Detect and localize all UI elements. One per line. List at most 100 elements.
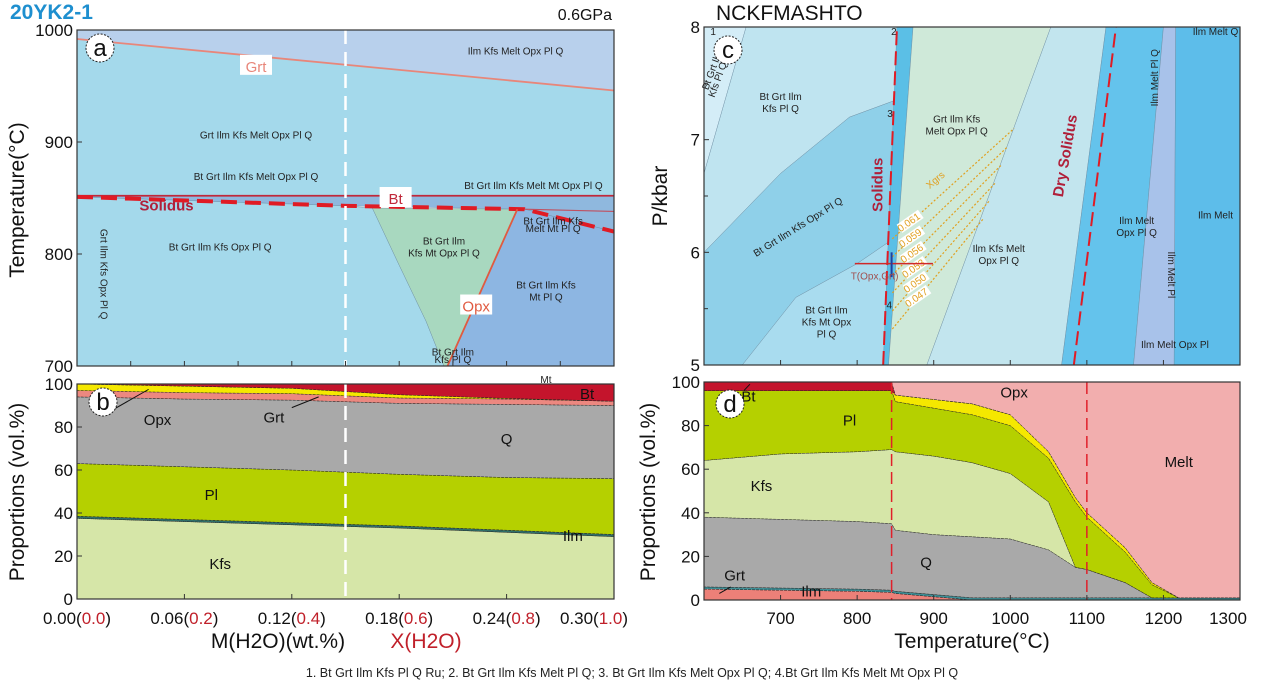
y-axis-b-tick-label: 100 <box>45 375 73 394</box>
x-tick-label-d: 1200 <box>1145 609 1183 628</box>
isopleth-label-bg <box>899 240 927 264</box>
y-axis-a-tick-label: 1000 <box>35 21 73 40</box>
field-label-line: Ilm Melt Pl Q <box>1150 49 1161 106</box>
y-axis-d-tick-label: 80 <box>681 417 700 436</box>
field-label-line: Kfs Pl Q <box>762 104 799 115</box>
x-tick-paren: ) <box>105 609 111 628</box>
field-label-line: Opx <box>462 299 490 316</box>
field-number-2: 2 <box>891 27 897 38</box>
field-label-line: Ilm Kfs Melt Opx Pl Q <box>468 47 564 58</box>
field-label-line: Pl Q <box>817 330 837 341</box>
leader-grt <box>291 396 319 409</box>
field-label-a: Grt Ilm Kfs Melt Opx Pl Q <box>200 131 312 142</box>
series-label-bt: Bt <box>741 389 756 406</box>
x-tick-m-value: 0.06( <box>150 609 189 628</box>
series-label-q: Q <box>501 431 513 448</box>
isopleth-xgrs <box>891 145 1009 258</box>
y-axis-c-tick-label: 5 <box>691 356 700 375</box>
y-axis-d-tick-label: 0 <box>691 591 700 610</box>
field-label-c: Ilm Melt Opx Pl Q <box>1116 216 1157 239</box>
y-axis-b-tick-label: 20 <box>54 547 73 566</box>
x-tick-x-value: 0.4 <box>297 609 321 628</box>
x-tick-label-b: 0.18(0.6) <box>365 609 433 628</box>
isopleth-label-bg <box>896 209 924 233</box>
series-label-kfs: Kfs <box>751 478 773 495</box>
x-tick-label-b: 0.30(1.0) <box>560 609 628 628</box>
panel-d: 0 20 40 60 80 100 700 800 900 1000 1100 1200 1300 Grt… <box>672 373 1247 628</box>
line-label-grt: Grt <box>246 59 268 76</box>
field-label-a: Bt Grt Ilm Kfs Melt Mt Pl Q <box>523 217 582 235</box>
field-label-line: Bt Grt Ilm <box>423 237 465 248</box>
footnote: 1. Bt Grt Ilm Kfs Pl Q Ru; 2. Bt Grt Ilm… <box>306 666 958 680</box>
y-axis-c-tick-label: 6 <box>691 243 700 262</box>
estimate-label: T(Opx,Grt) <box>851 272 899 283</box>
field-label-line: Opx <box>1000 384 1028 401</box>
field-label-line: 2 <box>891 27 897 38</box>
field-label-a: Bt Grt Ilm Kfs Melt Opx Pl Q <box>194 172 319 183</box>
field-label-line: Kfs Pl Q <box>435 355 472 366</box>
field-label-line: Solidus <box>139 197 193 214</box>
panel-letter-d-circle <box>715 389 745 419</box>
panel-letter-b-circle <box>88 387 118 417</box>
x-tick-label-b: 0.12(0.4) <box>258 609 326 628</box>
series-label-pl: Pl <box>205 487 218 504</box>
boundary-dry-solidus <box>1072 26 1117 366</box>
field-label-a: Bt Grt Ilm Kfs Opx Pl Q <box>169 243 272 254</box>
field-label-line: Bt Grt Ilm <box>759 92 801 103</box>
field-label-line: Grt <box>263 410 285 427</box>
field-label-line: Melt <box>1165 454 1194 471</box>
line-label-bg <box>240 54 272 75</box>
field-label-line: Kfs Mt Opx <box>802 318 851 329</box>
x-tick-x-value: 0.8 <box>511 609 535 628</box>
y-axis-b-tick-label: 60 <box>54 461 73 480</box>
series-label-ilm: Ilm <box>563 528 583 545</box>
y-axis-title-b: Proportions (vol.%) <box>6 403 29 582</box>
field-label-line: Opx Pl Q <box>979 256 1020 267</box>
isopleth-xgrs <box>891 127 1015 240</box>
field-label-c: Ilm Melt Pl Q <box>1150 49 1161 106</box>
panel-a: Ilm Kfs Melt Opx Pl Q Grt Ilm Kfs Melt Op… <box>35 21 615 376</box>
x-tick-label-d: 800 <box>843 609 871 628</box>
x-tick-label-d: 1000 <box>991 609 1029 628</box>
field-label-line: Q <box>920 554 932 571</box>
x-tick-m-value: 0.30( <box>560 609 599 628</box>
series-label-bt: Bt <box>580 386 595 403</box>
x-tick-m-value: 0.24( <box>473 609 512 628</box>
field-label-line: Bt Grt Ilm Kfs Melt Mt Opx Pl Q <box>464 181 603 192</box>
series-label-grt: Grt <box>263 410 285 427</box>
line-label-bt: Bt <box>389 191 404 208</box>
x-tick-m-value: 0.18( <box>365 609 404 628</box>
field-label-line: Pl <box>843 413 856 430</box>
x-axis-title-temperature: Temperature(°C) <box>894 630 1049 653</box>
field-label-c: Bt Grt Ilm Kfs Mt Opx Pl Q <box>802 306 851 341</box>
x-tick-label-d: 900 <box>920 609 948 628</box>
field-label-line: Bt <box>580 386 595 403</box>
panel-letter-a: a <box>93 35 107 62</box>
series-label-pl: Pl <box>843 413 856 430</box>
field-label-line: Bt <box>741 389 756 406</box>
field-label-line: Grt Ilm Kfs <box>933 114 980 125</box>
y-axis-a-tick-label: 700 <box>45 357 73 376</box>
panel-letter-a-circle <box>85 33 115 63</box>
y-axis-title-d: Proportions (vol.%) <box>637 403 660 582</box>
x-tick-paren: ) <box>320 609 326 628</box>
isopleth-label-bg <box>898 225 926 249</box>
series-label-mt: Mt <box>540 375 551 386</box>
panel-letter-b: b <box>96 389 109 416</box>
field-label-c: Bt Grt Ilm Kfs Pl Q <box>759 92 801 115</box>
field-label-line: Bt Grt Ilm Kfs Melt Opx Pl Q <box>194 172 319 183</box>
y-axis-title-a: Temperature(°C) <box>6 122 29 277</box>
leader-bt-d <box>743 383 751 392</box>
field-label-c: Ilm Melt Q <box>1193 27 1239 38</box>
x-tick-label-b: 0.00(0.0) <box>43 609 111 628</box>
field-label-line: Melt Mt Pl Q <box>526 224 581 235</box>
isopleth-label-bg <box>901 255 929 280</box>
panel-d-area-melt <box>704 381 1241 599</box>
x-tick-label-d: 1100 <box>1069 609 1106 628</box>
panel-letter-c-circle <box>713 35 743 65</box>
y-axis-a-tick-label: 800 <box>45 245 73 264</box>
field-label-line: Mt <box>540 375 551 386</box>
field-label-c: Ilm Melt <box>1198 211 1233 222</box>
